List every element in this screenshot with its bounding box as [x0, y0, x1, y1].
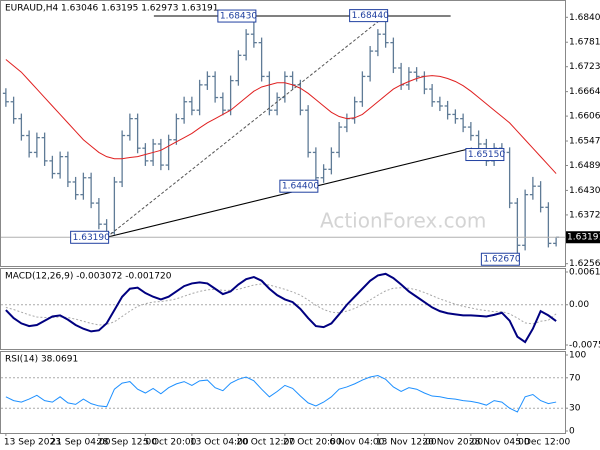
price-annotation: 1.63190: [73, 233, 110, 243]
y-tick-label: 1.67230: [569, 62, 600, 72]
price-annotation-box: [465, 148, 505, 162]
y-tick-label: 0.00: [569, 300, 589, 310]
last-price-box: [566, 231, 600, 244]
rsi-panel: [0, 351, 566, 434]
watermark: ActionForex.com: [320, 209, 486, 233]
y-tick-label: 100: [569, 351, 586, 361]
x-tick-label: 20 Oct 12:00: [236, 438, 295, 448]
price-annotation-box: [70, 230, 110, 244]
y-tick-label: 30: [569, 404, 581, 414]
y-tick-label: 1.66060: [569, 112, 600, 122]
x-tick-label: 21 Sep 04:00: [50, 438, 110, 448]
indicator-line: [5, 283, 557, 326]
y-tick-label: 1.64300: [569, 186, 600, 196]
y-tick-label: 0.006144: [569, 268, 600, 278]
trend-dashed: [106, 15, 386, 238]
macd-panel: [0, 268, 566, 350]
rsi-title: RSI(14) 38.0691: [5, 355, 78, 365]
y-tick-label: 1.68400: [569, 13, 600, 23]
x-tick-label: 27 Oct 20:00: [283, 438, 342, 448]
x-tick-label: 28 Nov 04:00: [469, 438, 530, 448]
price-annotation: 1.68430: [220, 12, 257, 22]
moving-average: [5, 59, 557, 174]
y-tick-label: 1.67810: [569, 38, 600, 48]
trend-solid: [106, 147, 472, 238]
last-price-label: 1.63191: [567, 233, 600, 243]
macd-title: MACD(12,26,9) -0.003072 -0.001720: [5, 272, 172, 282]
indicator-line: [5, 374, 557, 413]
price-annotation-box: [480, 252, 520, 266]
x-tick-label: 13 Nov 12:00: [376, 438, 437, 448]
price-annotation-box: [217, 9, 257, 23]
y-tick-label: 1.62565: [569, 259, 600, 269]
y-tick-label: 0: [569, 427, 575, 437]
price-annotation: 1.62670: [483, 255, 520, 265]
y-tick-label: 1.65470: [569, 137, 600, 147]
price-annotation: 1.68440: [352, 11, 389, 21]
price-annotation-box: [279, 179, 319, 193]
x-tick-label: 20 Nov 20:00: [422, 438, 483, 448]
x-tick-label: 5 Dec 12:00: [515, 438, 570, 448]
y-tick-label: 70: [569, 373, 581, 383]
price-annotation: 1.65150: [468, 150, 505, 160]
price-panel: [0, 0, 566, 267]
chart-title: EURAUD,H4 1.63046 1.63195 1.62973 1.6319…: [5, 4, 219, 14]
x-tick-label: 5 Oct 20:00: [143, 438, 196, 448]
x-tick-label: 13 Oct 04:00: [190, 438, 249, 448]
y-tick-label: 1.66640: [569, 87, 600, 97]
y-tick-label: -0.007555: [569, 341, 600, 351]
x-tick-label: 6 Nov 04:00: [329, 438, 384, 448]
indicator-line: [5, 272, 557, 344]
y-tick-label: 1.63720: [569, 210, 600, 220]
price-annotation-box: [349, 9, 389, 23]
price-annotation: 1.64400: [282, 182, 319, 192]
x-tick-label: 28 Sep 12:00: [97, 438, 157, 448]
y-tick-label: 1.64890: [569, 161, 600, 171]
x-tick-label: 13 Sep 2023: [4, 438, 61, 448]
